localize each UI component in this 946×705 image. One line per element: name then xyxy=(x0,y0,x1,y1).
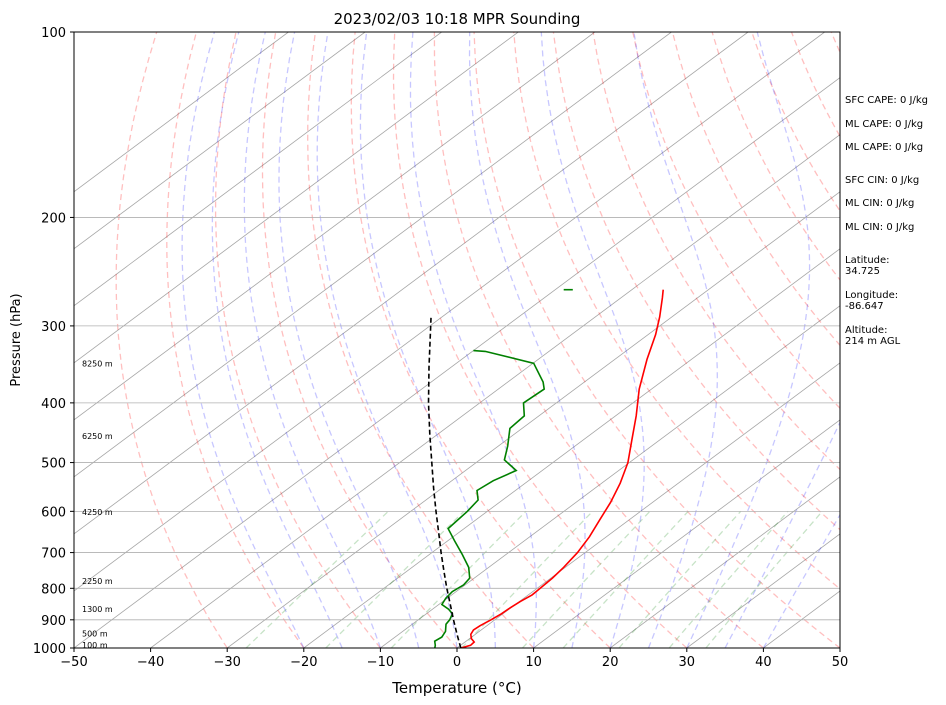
dry-adiabat-line xyxy=(513,32,840,590)
latitude-text: Latitude: 34.725 xyxy=(845,255,890,277)
height-label: 6250 m xyxy=(82,432,113,441)
isotherm-line xyxy=(74,32,749,535)
y-axis-label: Pressure (hPa) xyxy=(9,293,24,386)
chart-title: 2023/02/03 10:18 MPR Sounding xyxy=(334,10,581,28)
dry-adiabat-line xyxy=(166,32,305,648)
altitude-text: Altitude: 214 m AGL xyxy=(845,325,901,347)
mixing-ratio-line xyxy=(668,510,789,648)
isotherm-line xyxy=(74,32,672,478)
parcel-line xyxy=(427,317,462,648)
isotherm-line xyxy=(456,362,840,648)
moist-adiabat-line xyxy=(686,32,811,648)
x-tick-label: 50 xyxy=(832,655,849,670)
height-label: 2250 m xyxy=(82,577,113,586)
isotherm-line xyxy=(74,32,596,421)
y-tick-label: 400 xyxy=(41,397,66,412)
isotherm-line xyxy=(533,419,840,648)
moist-adiabat-line xyxy=(724,420,840,648)
height-label: 1300 m xyxy=(82,605,113,614)
dry-adiabat-line xyxy=(392,32,688,648)
x-tick-label: −10 xyxy=(367,655,394,670)
x-tick-label: 40 xyxy=(755,655,772,670)
ml-cape-text: ML CAPE: 0 J/kg xyxy=(845,142,924,153)
dry-adiabat-line xyxy=(350,32,611,648)
y-tick-label: 500 xyxy=(41,457,66,472)
x-axis-label: Temperature (°C) xyxy=(391,679,521,697)
x-tick-label: 20 xyxy=(602,655,619,670)
ml-cin-text: ML CIN: 0 J/kg xyxy=(845,222,915,233)
y-tick-label: 100 xyxy=(41,26,66,41)
x-tick-label: −30 xyxy=(213,655,240,670)
x-tick-label: 0 xyxy=(453,655,461,670)
y-tick-label: 800 xyxy=(41,582,66,597)
height-label: 8250 m xyxy=(82,359,113,368)
y-tick-label: 200 xyxy=(41,211,66,226)
ml-cin-text: ML CIN: 0 J/kg xyxy=(845,198,915,209)
x-tick-label: −40 xyxy=(137,655,164,670)
dry-adiabat-line xyxy=(115,32,228,648)
sfc-cin-text: SFC CIN: 0 J/kg xyxy=(845,175,920,186)
background-lines xyxy=(74,32,840,648)
isotherm-line xyxy=(380,305,840,648)
isotherm-line xyxy=(303,248,840,648)
moist-adiabat-line xyxy=(211,32,343,648)
isotherm-line xyxy=(609,476,840,648)
series-layer xyxy=(427,288,664,648)
isotherm-line xyxy=(74,32,825,592)
height-labels: 8250 m 6250 m 4250 m 2250 m 1300 m 500 m 100 m xyxy=(82,359,113,649)
longitude-text: Longitude: -86.647 xyxy=(845,290,899,312)
moist-adiabat-line xyxy=(359,32,496,648)
y-axis-ticks: 100 200 300 400 500 600 700 800 900 1000 xyxy=(33,26,74,657)
mixing-ratio-line xyxy=(705,510,823,648)
moist-adiabat-line xyxy=(181,32,305,648)
isotherm-line xyxy=(74,77,840,648)
y-tick-label: 900 xyxy=(41,614,66,629)
moist-adiabat-line xyxy=(278,32,420,648)
y-tick-label: 1000 xyxy=(33,642,66,657)
ml-cape-text: ML CAPE: 0 J/kg xyxy=(845,119,924,130)
x-axis-ticks: −50 −40 −30 −20 −10 0 10 20 30 40 50 xyxy=(60,648,848,670)
moist-adiabat-line xyxy=(468,32,586,648)
mixing-ratio-line xyxy=(562,510,689,648)
dry-adiabat-line xyxy=(214,32,381,648)
y-tick-label: 700 xyxy=(41,547,66,562)
dry-adiabat-line xyxy=(592,32,840,471)
isotherm-line xyxy=(686,533,840,648)
mixing-ratio-line xyxy=(325,510,465,648)
mixing-ratio-line xyxy=(245,510,389,648)
isotherm-line xyxy=(150,134,840,648)
isotherm-line xyxy=(74,32,366,250)
mixing-ratio-line xyxy=(461,510,594,648)
moist-adiabat-line xyxy=(540,32,645,648)
isotherm-line xyxy=(74,32,442,307)
y-tick-label: 300 xyxy=(41,320,66,335)
moist-adiabat-line xyxy=(243,32,382,648)
moist-adiabat-line xyxy=(316,32,458,648)
x-tick-label: −50 xyxy=(60,655,87,670)
x-tick-label: 10 xyxy=(525,655,542,670)
isotherm-line xyxy=(74,32,519,364)
mixing-ratio-line xyxy=(522,510,651,648)
x-tick-label: −20 xyxy=(290,655,317,670)
sfc-cape-text: SFC CAPE: 0 J/kg xyxy=(845,95,928,106)
height-label: 100 m xyxy=(82,641,108,650)
dry-adiabat-line xyxy=(552,32,840,531)
moist-adiabat-line xyxy=(633,32,718,648)
mixing-ratio-line xyxy=(390,510,527,648)
isotherm-line xyxy=(226,191,840,648)
isotherm-line xyxy=(74,32,289,193)
mixing-ratio-line xyxy=(618,510,742,648)
dry-adiabat-line xyxy=(261,32,458,648)
height-label: 500 m xyxy=(82,630,108,639)
dry-adiabat-line xyxy=(433,32,764,648)
x-tick-label: 30 xyxy=(679,655,696,670)
dry-adiabat-line xyxy=(307,32,535,648)
moist-adiabat-line xyxy=(762,513,840,648)
temperature-line xyxy=(460,289,664,648)
height-label: 4250 m xyxy=(82,508,113,517)
moist-adiabat-line xyxy=(409,32,537,648)
dewpoint-line xyxy=(433,349,546,648)
y-tick-label: 600 xyxy=(41,505,66,520)
